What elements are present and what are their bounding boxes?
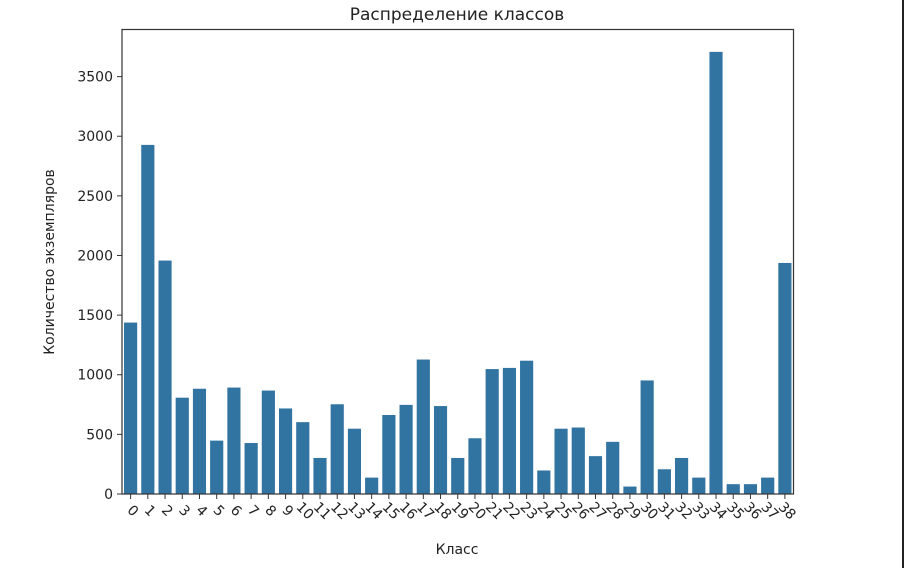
- bar-class-7: [243, 442, 259, 495]
- bar-class-16: [398, 404, 414, 495]
- bar-class-5: [209, 440, 224, 495]
- plot-frame: [121, 28, 795, 495]
- y-tick-label: 0: [104, 487, 113, 503]
- bar-class-12: [330, 403, 345, 495]
- bar-class-2: [157, 259, 173, 495]
- x-tick-label: 4: [192, 502, 210, 520]
- bar-class-1: [140, 144, 156, 495]
- bar-class-23: [519, 360, 534, 495]
- bar-class-27: [588, 455, 603, 495]
- y-tick-label: 2000: [77, 248, 113, 264]
- bar-class-22: [502, 367, 517, 495]
- bar-class-8: [261, 389, 276, 495]
- bar-class-34: [708, 51, 724, 495]
- y-tick-label: 1500: [77, 308, 113, 324]
- bar-class-21: [484, 368, 500, 495]
- bar-class-17: [416, 358, 431, 495]
- bar-class-10: [295, 421, 310, 495]
- bar-class-26: [571, 426, 586, 495]
- bars-group: [123, 51, 793, 495]
- x-tick-label: 38: [775, 499, 799, 523]
- bar-class-25: [553, 428, 569, 495]
- bar-class-4: [192, 388, 207, 495]
- x-tick-label: 7: [244, 502, 262, 520]
- bar-class-36: [743, 483, 758, 495]
- bar-class-14: [364, 476, 379, 495]
- y-axis-label: Количество экземпляров: [42, 169, 58, 355]
- window-edge-divider: [902, 0, 904, 568]
- bar-class-32: [674, 457, 689, 495]
- x-tick-label: 0: [124, 502, 142, 520]
- y-tick-label: 3000: [77, 129, 113, 145]
- bar-class-29: [622, 485, 638, 495]
- x-tick-label: 6: [227, 502, 245, 520]
- x-tick-label: 8: [261, 502, 279, 520]
- y-tick-label: 2500: [77, 189, 113, 205]
- bar-class-11: [312, 457, 328, 495]
- bar-class-24: [536, 469, 552, 495]
- bar-class-19: [450, 457, 465, 495]
- y-tick-label: 500: [86, 427, 113, 443]
- bar-class-0: [123, 321, 138, 495]
- bar-class-20: [467, 437, 483, 495]
- bar-class-37: [760, 476, 775, 495]
- x-tick-label: 5: [210, 502, 228, 520]
- bar-class-9: [278, 407, 293, 495]
- x-tick-label: 1: [141, 502, 159, 520]
- bar-class-31: [657, 468, 672, 495]
- bar-class-18: [433, 405, 448, 495]
- chart-title: Распределение классов: [350, 5, 565, 25]
- bar-class-6: [226, 386, 242, 495]
- bar-class-15: [381, 414, 397, 495]
- bar-class-38: [777, 262, 793, 495]
- x-tick-label: 3: [175, 502, 193, 520]
- bar-class-33: [691, 476, 706, 495]
- bar-class-35: [726, 483, 741, 495]
- x-axis: 0 1 2 3 4 5 6 7 8 9101112131415161718192021222324…: [124, 494, 799, 523]
- bar-class-13: [347, 428, 362, 495]
- y-tick-label: 3500: [77, 70, 113, 86]
- bar-class-28: [605, 441, 620, 495]
- y-axis: 0 500 1000 1500 2000 2500 3000 3500: [77, 70, 122, 503]
- bar-class-3: [175, 397, 190, 495]
- y-tick-label: 1000: [77, 368, 113, 384]
- x-tick-label: 2: [158, 502, 176, 520]
- x-axis-label: Класс: [436, 542, 479, 558]
- bar-class-30: [639, 379, 655, 495]
